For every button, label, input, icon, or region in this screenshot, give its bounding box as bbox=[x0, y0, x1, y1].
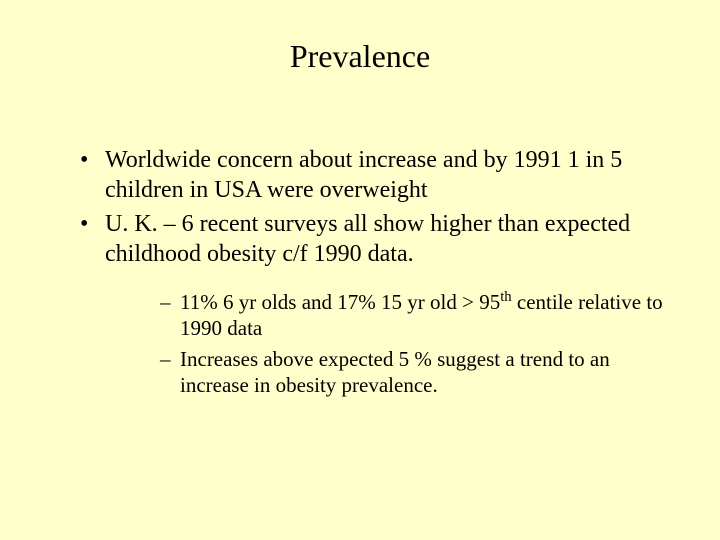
main-bullet-list: Worldwide concern about increase and by … bbox=[50, 145, 670, 269]
bullet-text: Worldwide concern about increase and by … bbox=[105, 147, 622, 203]
bullet-text: U. K. – 6 recent surveys all show higher… bbox=[105, 211, 630, 267]
slide-title: Prevalence bbox=[50, 38, 670, 75]
sub-bullet-text: Increases above expected 5 % suggest a t… bbox=[180, 347, 610, 397]
slide-container: Prevalence Worldwide concern about incre… bbox=[0, 0, 720, 540]
bullet-item: Worldwide concern about increase and by … bbox=[80, 145, 670, 205]
superscript: th bbox=[500, 289, 511, 305]
sub-bullet-text-prefix: 11% 6 yr olds and 17% 15 yr old > 95 bbox=[180, 290, 500, 314]
bullet-item: U. K. – 6 recent surveys all show higher… bbox=[80, 209, 670, 269]
sub-bullet-item: 11% 6 yr olds and 17% 15 yr old > 95th c… bbox=[160, 289, 670, 342]
sub-bullet-list: 11% 6 yr olds and 17% 15 yr old > 95th c… bbox=[50, 289, 670, 398]
sub-bullet-item: Increases above expected 5 % suggest a t… bbox=[160, 346, 670, 399]
